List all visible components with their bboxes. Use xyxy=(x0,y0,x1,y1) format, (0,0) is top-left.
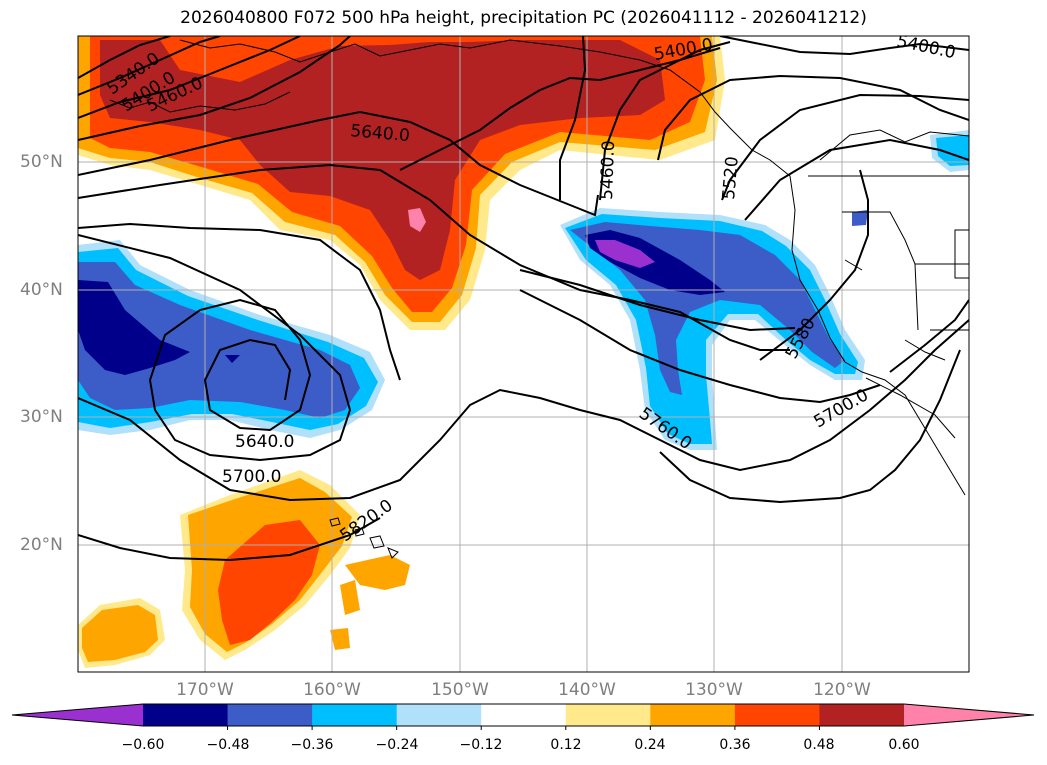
colorbar-tick-label: 0.36 xyxy=(719,737,751,753)
colorbar-bin xyxy=(312,704,398,726)
longitude-label: 160°W xyxy=(303,680,361,700)
longitude-label: 130°W xyxy=(685,680,743,700)
colorbar-tick-label: −0.48 xyxy=(206,737,250,753)
colorbar-bin xyxy=(734,704,820,726)
colorbar xyxy=(11,703,1035,730)
colorbar-extend-max xyxy=(904,704,1034,726)
positive-precip-region-hawaii xyxy=(78,470,410,668)
longitude-label: 150°W xyxy=(431,680,489,700)
coastlines xyxy=(109,39,969,496)
height-contours xyxy=(78,36,969,562)
colorbar-tick-label: −0.12 xyxy=(459,737,503,753)
longitude-label: 140°W xyxy=(558,680,616,700)
latitude-label: 20°N xyxy=(20,535,63,555)
longitude-label: 170°W xyxy=(176,680,234,700)
colorbar-tick-label: 0.48 xyxy=(803,737,835,753)
colorbar-extend-min xyxy=(12,704,143,726)
longitude-label: 120°W xyxy=(813,680,871,700)
contour-label: 5460.0 xyxy=(597,140,619,200)
colorbar-tick-label: −0.36 xyxy=(290,737,334,753)
colorbar-bin xyxy=(143,704,229,726)
contour-label: 5640.0 xyxy=(235,432,294,452)
colorbar-bin xyxy=(481,704,567,726)
contour-label: 5520 xyxy=(719,156,743,201)
colorbar-bin xyxy=(565,704,651,726)
colorbar-bin xyxy=(819,704,905,726)
map-frame xyxy=(77,35,970,673)
colorbar-tick-label: 0.60 xyxy=(888,737,920,753)
colorbar-bin xyxy=(227,704,313,726)
colorbar-outline xyxy=(11,703,1035,727)
latitude-label: 50°N xyxy=(20,152,63,172)
contour-label: 5700.0 xyxy=(222,467,281,487)
colorbar-bin xyxy=(396,704,482,726)
latitude-label: 30°N xyxy=(20,407,63,427)
graticule xyxy=(78,36,969,672)
map-title: 2026040800 F072 500 hPa height, precipit… xyxy=(180,8,867,28)
latitude-label: 40°N xyxy=(20,280,63,300)
colorbar-tick-label: 0.12 xyxy=(550,737,582,753)
colorbar-tick-label: 0.24 xyxy=(634,737,666,753)
colorbar-bin xyxy=(650,704,736,726)
colorbar-tick-label: −0.60 xyxy=(121,737,165,753)
colorbar-tick-label: −0.24 xyxy=(375,737,419,753)
